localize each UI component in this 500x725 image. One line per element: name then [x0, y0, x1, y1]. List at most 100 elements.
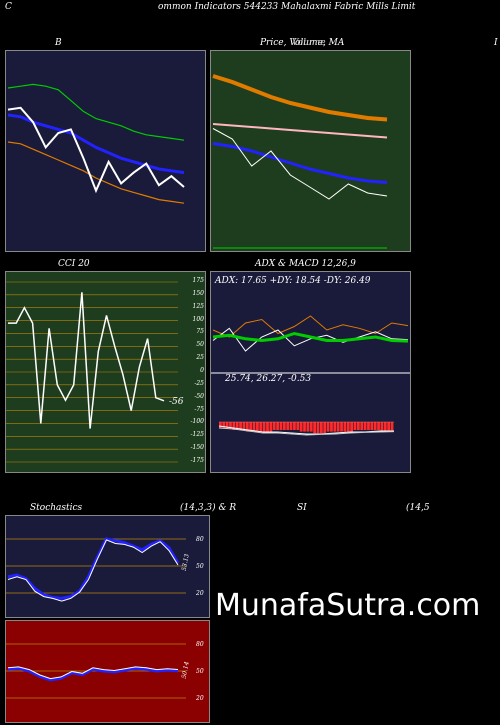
- cci-tick-label: -50: [194, 392, 204, 400]
- macd-histogram-bar: [269, 422, 273, 432]
- cci-title: CCI 20: [58, 259, 90, 269]
- macd-histogram-bar: [319, 422, 323, 434]
- macd-histogram-bar: [360, 422, 364, 430]
- macd-histogram-bar: [282, 422, 286, 430]
- rsi-params: (14,5: [406, 503, 430, 513]
- price-title: Price, Volume, MA: [260, 38, 345, 48]
- cci-tick-label: -100: [190, 418, 204, 426]
- macd-histogram-bar: [353, 422, 357, 430]
- macd-histogram-bar: [316, 422, 320, 434]
- macd-histogram-bar: [346, 422, 350, 432]
- macd-histogram-bar: [276, 422, 279, 430]
- macd-histogram-bar: [259, 422, 263, 432]
- stoch-title: Stochastics: [30, 503, 83, 513]
- watermark: MunafaSutra.com: [215, 588, 481, 623]
- macd-histogram-bar: [343, 422, 347, 432]
- macd-histogram-bar: [373, 422, 377, 430]
- macd-histogram-bar: [306, 422, 310, 432]
- bb-price-line: [7, 106, 185, 194]
- macd-histogram-bar: [296, 422, 300, 430]
- macd-histogram-bar: [245, 422, 249, 432]
- macd-readout: 25.74, 26.27, -0.53: [225, 374, 312, 384]
- rsi-chart: 80 50 20 50.14: [6, 641, 204, 702]
- bollinger-chart: [7, 83, 185, 204]
- stoch-k-line: [7, 537, 180, 600]
- rsi-last-value: 50.14: [181, 661, 191, 679]
- macd-histogram-bar: [293, 422, 296, 430]
- rsi-tick-label: 80: [196, 641, 204, 648]
- bb-lower-line: [7, 141, 185, 204]
- price-ma-long-line: [212, 74, 388, 122]
- price-chart: [212, 74, 388, 249]
- macd-histogram-bar: [235, 422, 239, 430]
- macd-histogram-bar: [279, 422, 283, 430]
- macd-histogram-bar: [242, 422, 246, 430]
- cci-tick-label: 125: [192, 302, 204, 310]
- macd-histogram-bar: [232, 422, 236, 430]
- macd-histogram-bar: [239, 422, 242, 430]
- stoch-tick-label: 80: [196, 536, 204, 543]
- macd-histogram-bar: [387, 422, 391, 431]
- macd-histogram-bar: [262, 422, 266, 432]
- macd-histogram-bar: [323, 422, 327, 434]
- price-ma-short-line: [212, 142, 388, 184]
- adx-macd-panel: ADX: 17.65 +DY: 18.54 -DY: 26.49 25.74, …: [210, 271, 411, 473]
- macd-histogram-bar: [249, 422, 253, 432]
- macd-histogram-bar: [303, 422, 306, 432]
- cci-chart: -56: [6, 281, 184, 463]
- cci-tick-label: -25: [194, 379, 204, 387]
- macd-histogram-bar: [313, 422, 316, 434]
- macd-histogram-bar: [350, 422, 354, 432]
- macd-histogram-bar: [225, 422, 229, 429]
- macd-histogram-bar: [367, 422, 370, 430]
- macd-histogram-bar: [272, 422, 276, 430]
- macd-histogram-bar: [309, 422, 313, 432]
- bollinger-title: B: [55, 38, 62, 48]
- macd-signal-line: [218, 427, 395, 436]
- stoch-last-value: 53.13: [181, 553, 191, 571]
- macd-histogram-bar: [340, 422, 343, 432]
- macd-histogram-bar: [286, 422, 290, 430]
- price-panel: [210, 50, 411, 252]
- macd-histogram-bar: [266, 422, 269, 432]
- adx-readout: ADX: 17.65 +DY: 18.54 -DY: 26.49: [215, 276, 371, 286]
- bb-upper-line: [7, 83, 185, 141]
- edge-right-label: I: [494, 38, 498, 48]
- cci-tick-label: 175: [192, 277, 204, 284]
- rsi-line: [7, 666, 179, 682]
- stoch-d-line: [7, 539, 179, 602]
- cci-last-value: -56: [169, 397, 184, 407]
- macd-histogram-bar: [336, 422, 340, 432]
- cci-tick-label: -175: [190, 457, 204, 464]
- adx-macd-chart: [211, 315, 410, 436]
- cci-tick-label: 75: [196, 328, 204, 336]
- page-title: ommon Indicators 544233 Mahalaxmi Fabric…: [158, 2, 416, 12]
- volume-overlay-label: Volume: [292, 38, 326, 48]
- stoch-tick-label: 20: [195, 590, 204, 597]
- macd-histogram-bar: [252, 422, 256, 432]
- macd-histogram-bar: [229, 422, 232, 429]
- macd-histogram-bar: [383, 422, 387, 431]
- macd-histogram-bar: [219, 422, 222, 429]
- stoch-params: (14,3,3) & R: [180, 503, 237, 513]
- price-ma-mid-line: [212, 123, 388, 139]
- cci-tick-label: -75: [194, 405, 204, 413]
- rsi-tick-label: 20: [195, 695, 204, 702]
- macd-histogram-bar: [326, 422, 330, 432]
- cci-tick-label: 150: [192, 289, 204, 297]
- stochastics-chart: 80 50 20 53.13: [6, 536, 204, 602]
- price-close-line: [212, 128, 388, 200]
- macd-histogram-bar: [333, 422, 337, 432]
- macd-histogram-bar: [363, 422, 367, 430]
- macd-histogram-bar: [289, 422, 293, 430]
- macd-histogram-bar: [370, 422, 374, 430]
- bb-middle-line: [7, 113, 185, 175]
- rsi-title: SI: [297, 503, 307, 513]
- cci-tick-label: -150: [190, 444, 204, 452]
- cci-tick-label: 100: [192, 315, 204, 323]
- minus-dy-line: [212, 315, 409, 338]
- cci-panel: -56: [5, 271, 206, 473]
- rsi-panel: 80 50 20 50.14: [5, 620, 210, 723]
- rsi-signal-line: [7, 666, 179, 680]
